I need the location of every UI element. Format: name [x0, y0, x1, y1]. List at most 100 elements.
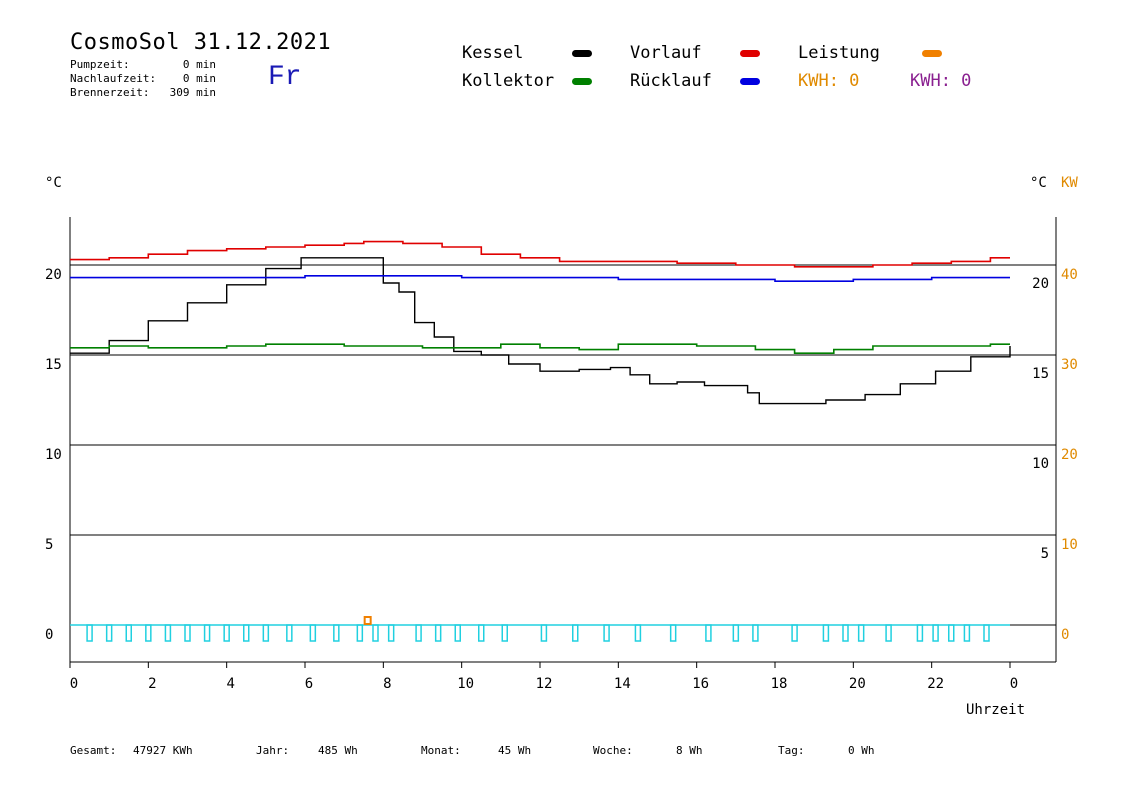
right-celsius-tick-label: 20 — [1032, 276, 1049, 292]
pump-pulse — [705, 624, 712, 642]
left-tick-label: 15 — [45, 357, 62, 373]
left-tick-label: 0 — [45, 627, 53, 643]
pump-pulses — [70, 616, 1010, 642]
pump-pulse — [916, 624, 924, 642]
left-tick-label: 10 — [45, 447, 62, 463]
pump-pulse — [603, 624, 610, 642]
legend-label-kollektor: Kollektor — [462, 71, 555, 91]
left-tick-label: 5 — [45, 537, 53, 553]
x-tick-label: 10 — [457, 676, 474, 692]
pump-pulse — [434, 624, 442, 642]
right-kw-tick-label: 10 — [1061, 537, 1078, 553]
pump-pulse — [286, 624, 293, 642]
grid — [70, 264, 1056, 626]
pump-pulse — [203, 624, 211, 642]
weekday-label: Fr — [268, 62, 302, 93]
tick-labels: 0 2 4 6 8 10 12 14 16 18 20 22 0 0 5 10 15 20 5 10 15 20 0 10 20… — [45, 267, 1078, 692]
right-kw-tick-label: 30 — [1061, 357, 1078, 373]
series-line-kessel — [70, 257, 1011, 405]
footer-jahr-label: Jahr: — [256, 744, 290, 757]
stat-brennerzeit-label: Brennerzeit: — [70, 86, 150, 99]
kwh-total-label: KWH: 0 — [910, 71, 972, 91]
legend-swatch-vorlauf — [740, 50, 760, 57]
series-lines — [70, 240, 1011, 405]
x-tick-label: 0 — [70, 676, 78, 692]
right-celsius-tick-label: 15 — [1032, 366, 1049, 382]
pump-pulse — [963, 624, 971, 642]
page-title: CosmoSol 31.12.2021 — [70, 30, 332, 55]
series-line-vorlauf — [70, 240, 1010, 268]
x-tick-label: 20 — [849, 676, 866, 692]
pump-pulse — [125, 624, 132, 642]
legend-label-leistung: Leistung — [798, 43, 880, 63]
x-tick-label: 22 — [927, 676, 944, 692]
footer-tag-value: 0 Wh — [848, 744, 875, 757]
right-axis-unit-kw: KW — [1061, 175, 1078, 191]
pump-pulse — [86, 624, 93, 642]
x-axis-label: Uhrzeit — [966, 702, 1026, 718]
stat-brennerzeit-value: 309 min — [169, 86, 216, 99]
footer-gesamt-value: 47927 KWh — [133, 744, 193, 757]
kwh-leistung-label: KWH: 0 — [798, 71, 860, 91]
x-tick-label: 18 — [771, 676, 788, 692]
pump-pulse — [669, 624, 677, 642]
pump-pulse — [948, 624, 955, 642]
pump-pulse — [243, 624, 250, 642]
x-tick-label: 4 — [226, 676, 234, 692]
right-axis-unit-celsius: °C — [1030, 175, 1047, 191]
pump-pulse — [572, 624, 579, 642]
pump-pulse — [372, 624, 379, 642]
series-line-ruecklauf — [70, 275, 1010, 282]
legend-label-ruecklauf: Rücklauf — [630, 71, 712, 91]
legend-label-kessel: Kessel — [462, 43, 524, 63]
stat-nachlaufzeit-value: 0 min — [182, 72, 216, 85]
stat-pumpzeit-label: Pumpzeit: — [70, 58, 130, 71]
legend-swatch-ruecklauf — [740, 78, 760, 85]
pump-pulse — [885, 624, 892, 642]
right-celsius-tick-label: 5 — [1041, 546, 1049, 562]
x-tick-label: 2 — [148, 676, 156, 692]
legend-label-vorlauf: Vorlauf — [630, 43, 702, 63]
pump-pulse — [309, 624, 317, 642]
pump-pulse — [857, 624, 865, 642]
footer-jahr-value: 485 Wh — [318, 744, 358, 757]
pump-pulse — [184, 624, 191, 642]
pump-pulse — [262, 624, 270, 642]
legend-swatch-kollektor — [572, 78, 592, 85]
left-tick-label: 20 — [45, 267, 62, 283]
pump-pulse — [223, 624, 230, 642]
stat-pumpzeit-value: 0 min — [182, 58, 216, 71]
x-tick-label: 16 — [692, 676, 709, 692]
x-tick-label: 12 — [536, 676, 553, 692]
x-tick-label: 8 — [383, 676, 391, 692]
pump-pulse — [415, 624, 422, 642]
pump-pulse — [333, 624, 340, 642]
pump-pulse — [387, 624, 395, 642]
leistung-marker — [363, 616, 372, 625]
right-kw-tick-label: 0 — [1061, 627, 1069, 643]
legend-swatch-leistung — [922, 50, 942, 57]
pump-pulse — [634, 624, 642, 642]
footer-monat-label: Monat: — [421, 744, 461, 757]
axes — [69, 217, 1057, 668]
pump-pulse — [356, 624, 364, 642]
pump-pulse — [932, 624, 939, 642]
footer-woche-label: Woche: — [593, 744, 633, 757]
footer-monat-value: 45 Wh — [498, 744, 532, 757]
right-celsius-tick-label: 10 — [1032, 456, 1049, 472]
pump-pulse — [822, 624, 830, 642]
series-line-kollektor — [70, 343, 1010, 354]
footer-gesamt-label: Gesamt: — [70, 744, 117, 757]
stat-nachlaufzeit-label: Nachlaufzeit: — [70, 72, 157, 85]
pump-pulse — [791, 624, 798, 642]
right-kw-tick-label: 40 — [1061, 267, 1078, 283]
x-tick-label: 14 — [614, 676, 631, 692]
pump-pulse — [478, 624, 485, 642]
pump-pulse — [454, 624, 461, 642]
left-axis-unit: °C — [45, 175, 62, 191]
pump-pulse — [732, 624, 740, 642]
pump-pulse — [983, 624, 990, 642]
legend-swatch-kessel — [572, 50, 592, 57]
